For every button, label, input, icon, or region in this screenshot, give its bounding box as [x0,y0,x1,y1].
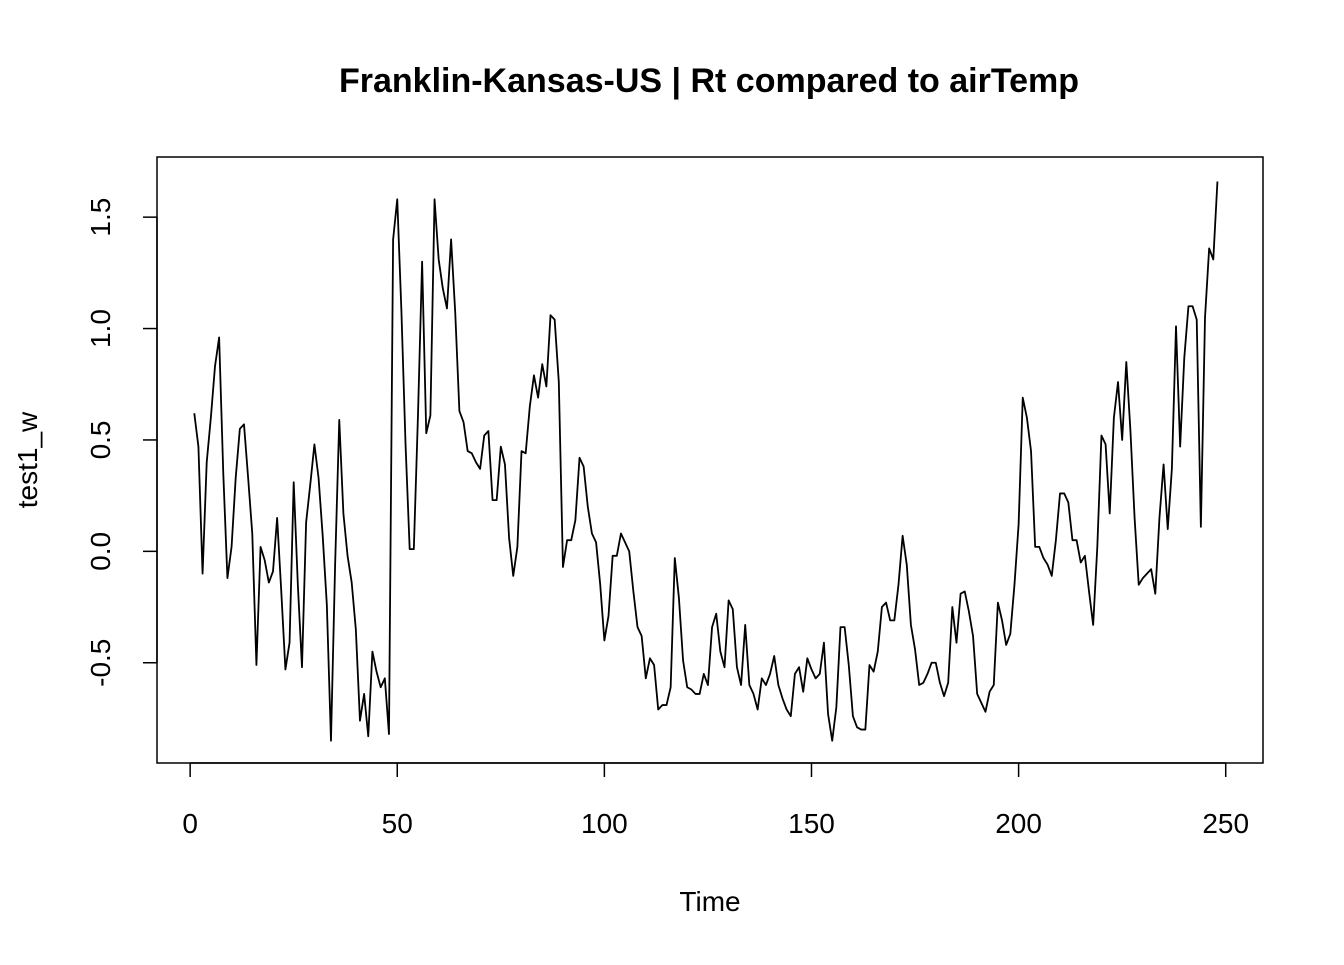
x-axis-label: Time [679,886,740,917]
x-tick-label: 150 [788,808,835,839]
y-tick-label: 1.5 [85,198,116,237]
x-tick-label: 100 [581,808,628,839]
y-axis-ticks: -0.5 0.0 0.5 1.0 1.5 [85,198,157,687]
x-axis-ticks: 0 50 100 150 200 250 [182,763,1249,839]
series-line [193,181,1219,742]
x-tick-label: 250 [1202,808,1249,839]
x-tick-label: 50 [382,808,413,839]
y-tick-label: 0.5 [85,420,116,459]
x-tick-label: 200 [995,808,1042,839]
y-tick-label: -0.5 [85,639,116,687]
y-tick-label: 0.0 [85,532,116,571]
y-axis-label: test1_w [12,411,43,508]
x-tick-label: 0 [182,808,198,839]
plot-frame [156,156,1264,764]
y-tick-label: 1.0 [85,309,116,348]
chart-title: Franklin-Kansas-US | Rt compared to airT… [339,62,1079,100]
